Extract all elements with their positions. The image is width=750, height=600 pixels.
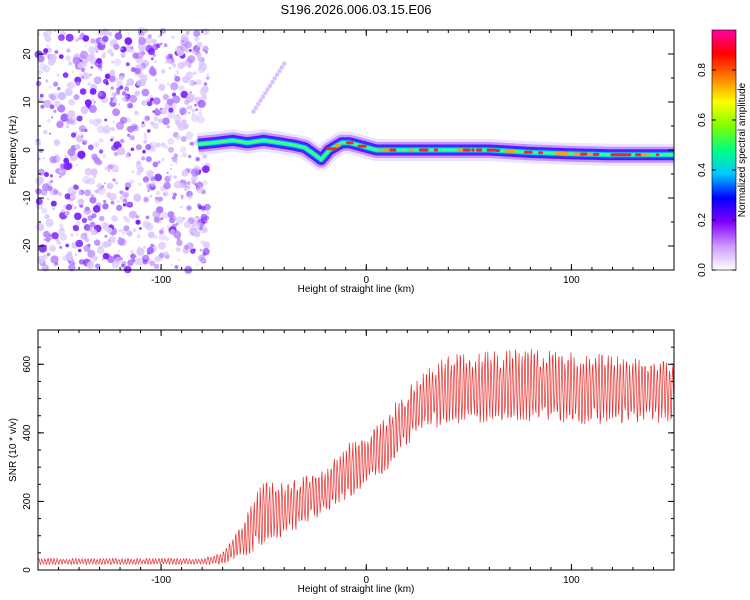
snr-xlabel: Height of straight line (km): [298, 584, 415, 595]
colorbar-tick-label: 0.0: [697, 263, 708, 277]
ridge-hotspot: [334, 143, 341, 147]
y-tick-label: 10: [22, 96, 33, 108]
y-tick-label: 20: [22, 48, 33, 60]
ridge-hotspot: [640, 153, 650, 157]
y-tick-label: 0: [22, 567, 33, 573]
colorbar-tick-label: 0.8: [697, 63, 708, 77]
faint-streak: [251, 61, 287, 114]
y-tick-label: -10: [22, 190, 33, 205]
colorbar-tick-label: 0.4: [697, 163, 708, 177]
snr-series-line: [37, 348, 675, 566]
x-tick-label: 100: [563, 575, 580, 586]
colorbar-tick-label: 0.6: [697, 113, 708, 127]
x-tick-label: -100: [151, 275, 171, 286]
ridge-hotspot: [655, 153, 660, 157]
ridge-hotspot: [592, 152, 600, 156]
ridge-hotspot: [456, 148, 465, 152]
spectrogram-ylabel: Frequency (Hz): [8, 116, 19, 185]
ridge-hotspot: [486, 148, 497, 152]
colorbar-ticks: 0.0 0.2 0.4 0.6 0.8: [697, 63, 736, 277]
colorbar-frame: [711, 29, 737, 271]
ridge-hotspot: [462, 148, 471, 152]
y-tick-label: 200: [22, 493, 33, 510]
ridge-hotspot: [572, 152, 583, 156]
ridge-hotspot: [523, 150, 533, 154]
x-tick-label: 100: [563, 275, 580, 286]
ridge-hotspot: [538, 151, 543, 155]
ridge-hotspot: [418, 148, 429, 152]
frequency-ridge: [188, 129, 684, 171]
x-tick-label: 0: [363, 275, 369, 286]
x-tick-label: 0: [363, 575, 369, 586]
snr-ylabel: SNR (10 * v/v): [8, 418, 19, 482]
ridge-hotspot: [504, 149, 516, 153]
spectrogram-frame: [37, 29, 675, 271]
y-tick-label: 600: [22, 356, 33, 373]
ridge-hotspot: [408, 148, 414, 152]
ridge-hotspot: [476, 148, 483, 152]
ridge-hotspot: [580, 152, 588, 156]
ridge-hotspot: [326, 147, 337, 151]
ridge-hotspot: [471, 148, 475, 152]
ridge-hotspot: [555, 151, 563, 155]
noise-region: [34, 26, 211, 274]
y-tick-label: 0: [22, 147, 33, 153]
snr-frame: [37, 329, 675, 571]
ridge-hotspot: [433, 148, 439, 152]
ridge-hotspot: [382, 148, 391, 152]
ridge-hotspot: [561, 152, 569, 156]
figure-title: S196.2026.006.03.15.E06: [280, 2, 431, 17]
ridge-hotspot: [357, 144, 367, 148]
ridge-hotspot: [495, 149, 501, 152]
x-tick-label: -100: [151, 575, 171, 586]
spectrogram-xlabel: Height of straight line (km): [298, 284, 415, 295]
ridge-hotspot: [587, 152, 593, 156]
snr-panel: -100 0 100 0 200 400 600 Height of straight li…: [8, 329, 675, 595]
ridge-hotspot: [389, 148, 397, 152]
colorbar-label: Normalized spectral amplitude: [737, 82, 748, 217]
colorbar: 0.0 0.2 0.4 0.6 0.8 Normalized spectral ampl…: [697, 29, 748, 277]
y-tick-label: -20: [22, 238, 33, 253]
colorbar-gradient: [712, 30, 736, 270]
y-tick-label: 400: [22, 424, 33, 441]
ridge-hotspot: [346, 141, 354, 145]
ridge-hotspot: [379, 148, 383, 152]
ridge-hotspot: [622, 153, 632, 157]
colorbar-tick-label: 0.2: [697, 213, 708, 227]
